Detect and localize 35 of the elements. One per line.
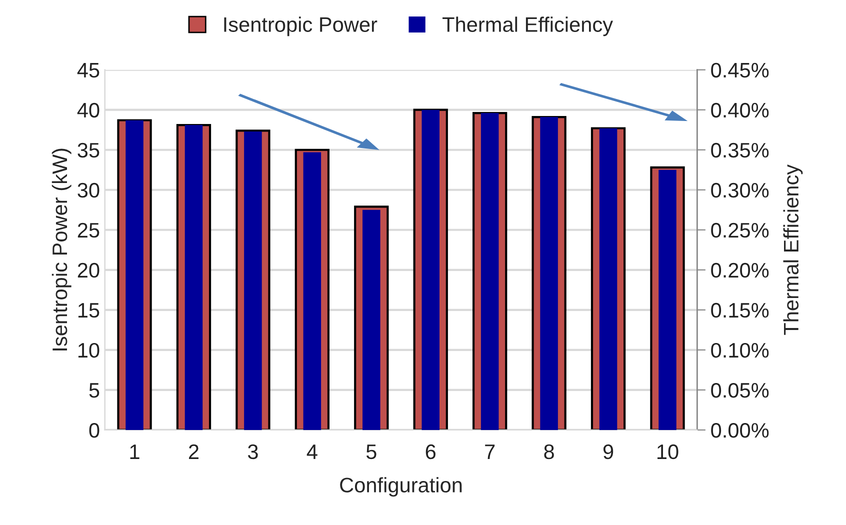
y-tick-label: 45 [77,63,100,78]
x-tick-label: 2 [188,444,198,459]
y2-tick-label: 0.00% [711,422,769,438]
y2-tick-label: 0.20% [711,262,769,278]
y2-tick-label: 0.45% [711,62,769,78]
y-tick-label: 15 [78,303,100,318]
y-tick-label: 10 [78,342,100,358]
y2-tick-label: 0.30% [711,182,769,198]
y-tick-label: 0 [89,422,100,438]
x-tick-label: 6 [426,444,436,460]
x-tick-label: 1 [130,444,140,459]
x-tick-label: 9 [603,444,614,460]
y2-tick-label: 0.35% [711,142,769,158]
legend-label: Isentropic Power [224,16,378,36]
y2-tick-label: 0.10% [711,342,769,358]
y2-tick-label: 0.15% [711,302,769,318]
x-axis-title: Configuration [340,477,462,497]
x-tick-label: 4 [306,444,318,459]
legend-label: Thermal Efficiency [442,16,613,36]
y-axis-title: Isentropic Power (kW) [52,148,72,350]
y-tick-label: 35 [78,142,100,158]
y-tick-label: 5 [89,383,100,398]
x-tick-label: 8 [544,444,554,460]
y2-tick-label: 0.05% [711,382,769,398]
x-tick-label: 5 [366,444,376,460]
x-tick-label: 7 [485,444,495,459]
y-tick-label: 20 [78,262,100,278]
y2-tick-label: 0.40% [711,102,769,118]
y-tick-label: 30 [78,182,100,198]
y-tick-label: 25 [78,222,100,238]
y2-axis-title: Thermal Efficiency [783,164,803,335]
y-tick-label: 40 [77,102,100,118]
y2-tick-label: 0.25% [711,222,769,238]
x-tick-label: 3 [248,444,258,460]
x-tick-label: 10 [657,444,678,460]
